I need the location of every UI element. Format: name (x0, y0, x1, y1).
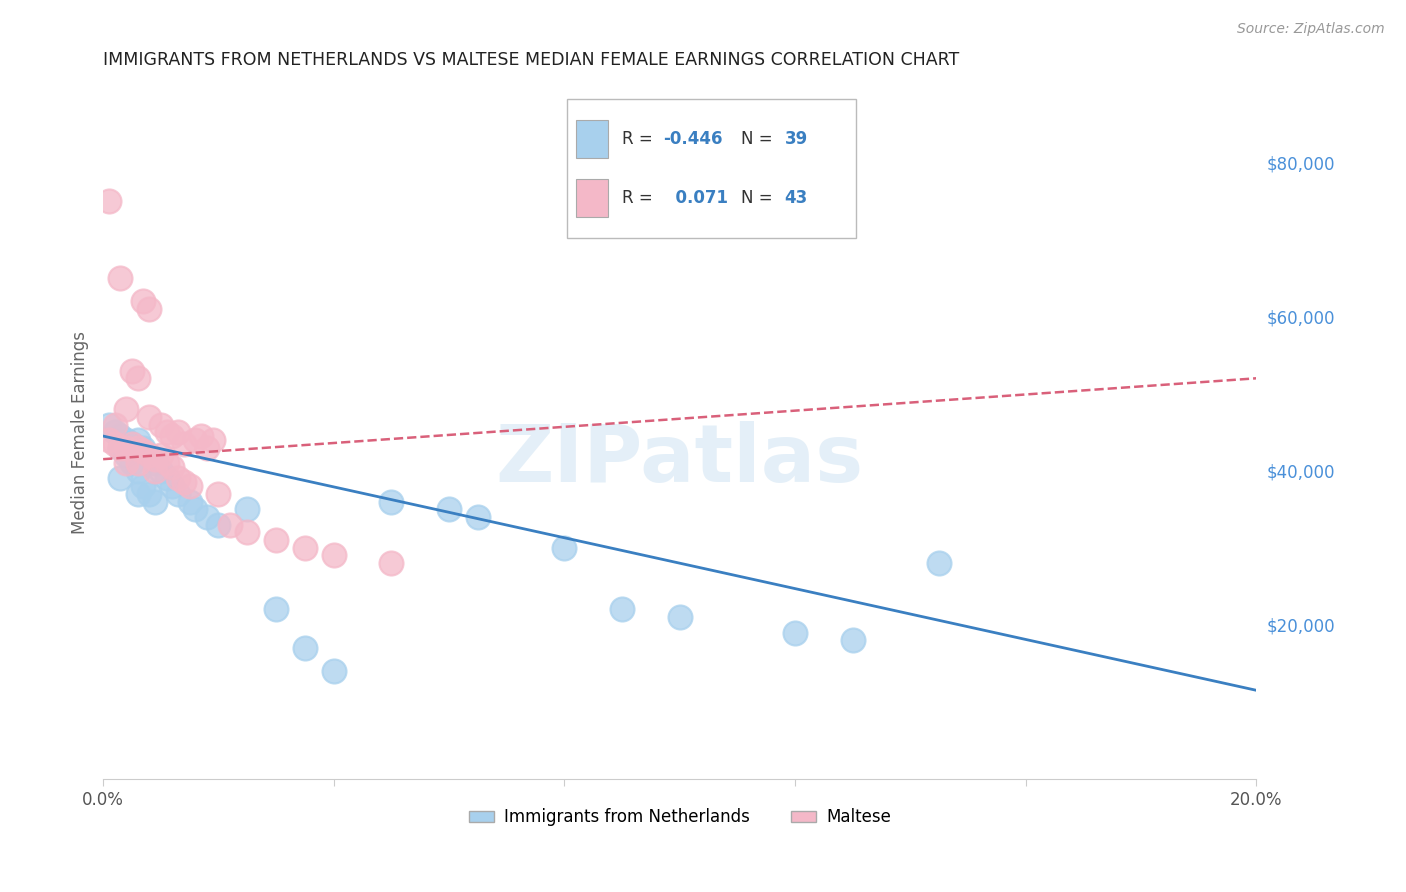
Text: Source: ZipAtlas.com: Source: ZipAtlas.com (1237, 22, 1385, 37)
Point (184, 502, 207, 516)
Point (322, 664, 344, 678)
Point (97, 433, 120, 447)
Point (121, 437, 143, 451)
Point (155, 456, 177, 470)
Point (138, 487, 160, 501)
Point (668, 610, 690, 624)
Point (149, 417, 172, 432)
Point (167, 471, 190, 485)
Point (167, 425, 190, 440)
Point (97, 194, 120, 208)
Point (143, 456, 166, 470)
Point (143, 494, 166, 508)
Point (110, 441, 132, 455)
Y-axis label: Median Female Earnings: Median Female Earnings (72, 331, 89, 533)
Legend: Immigrants from Netherlands, Maltese: Immigrants from Netherlands, Maltese (463, 802, 897, 833)
Point (115, 433, 138, 447)
Point (162, 479, 184, 493)
Point (127, 464, 149, 478)
Point (167, 487, 190, 501)
Point (132, 479, 155, 493)
Point (155, 425, 177, 440)
Point (149, 448, 172, 462)
Point (138, 301, 160, 316)
Point (127, 487, 149, 501)
Point (132, 294, 155, 309)
Point (179, 494, 201, 508)
Point (201, 433, 224, 447)
Point (104, 437, 127, 451)
Point (236, 525, 259, 540)
Point (195, 441, 218, 455)
Point (162, 429, 184, 443)
Point (195, 510, 218, 524)
Point (264, 533, 287, 547)
Point (138, 409, 160, 424)
Point (467, 510, 489, 524)
Point (219, 517, 242, 532)
Point (162, 459, 184, 474)
Point (143, 464, 166, 478)
Point (207, 487, 229, 501)
Point (149, 464, 172, 478)
Point (138, 448, 160, 462)
Point (97, 417, 120, 432)
Point (138, 448, 160, 462)
Point (610, 602, 633, 616)
Point (553, 541, 575, 555)
Point (110, 429, 132, 443)
Point (110, 471, 132, 485)
Point (104, 425, 127, 440)
Point (110, 271, 132, 285)
Text: N =: N = (741, 189, 778, 207)
Point (121, 456, 143, 470)
Point (127, 441, 149, 455)
Point (294, 541, 316, 555)
Text: -0.446: -0.446 (664, 130, 723, 148)
Point (207, 517, 229, 532)
Point (294, 640, 316, 655)
Point (173, 475, 195, 490)
Point (121, 437, 143, 451)
Point (264, 602, 287, 616)
Point (236, 502, 259, 516)
Point (132, 444, 155, 458)
Point (842, 633, 865, 648)
Point (132, 441, 155, 455)
FancyBboxPatch shape (567, 99, 856, 238)
FancyBboxPatch shape (576, 120, 609, 158)
Point (190, 429, 212, 443)
Text: ZIPatlas: ZIPatlas (496, 421, 863, 499)
Text: N =: N = (741, 130, 778, 148)
Text: IMMIGRANTS FROM NETHERLANDS VS MALTESE MEDIAN FEMALE EARNINGS CORRELATION CHART: IMMIGRANTS FROM NETHERLANDS VS MALTESE M… (103, 51, 959, 69)
Point (380, 556, 402, 570)
Point (115, 456, 138, 470)
Point (437, 502, 460, 516)
Point (127, 371, 149, 385)
Text: 39: 39 (785, 130, 808, 148)
Point (104, 417, 127, 432)
Point (127, 433, 149, 447)
Text: 43: 43 (785, 189, 808, 207)
Point (179, 479, 201, 493)
Point (115, 448, 138, 462)
Point (322, 549, 344, 563)
Point (115, 402, 138, 417)
Point (380, 494, 402, 508)
Point (155, 471, 177, 485)
Point (121, 363, 143, 377)
Text: 0.071: 0.071 (664, 189, 728, 207)
Point (928, 556, 950, 570)
Point (115, 441, 138, 455)
FancyBboxPatch shape (576, 179, 609, 218)
Point (143, 452, 166, 467)
Point (110, 441, 132, 455)
Point (173, 437, 195, 451)
Point (184, 433, 207, 447)
Text: R =: R = (621, 189, 658, 207)
Point (785, 625, 807, 640)
Point (127, 456, 149, 470)
Text: R =: R = (621, 130, 658, 148)
